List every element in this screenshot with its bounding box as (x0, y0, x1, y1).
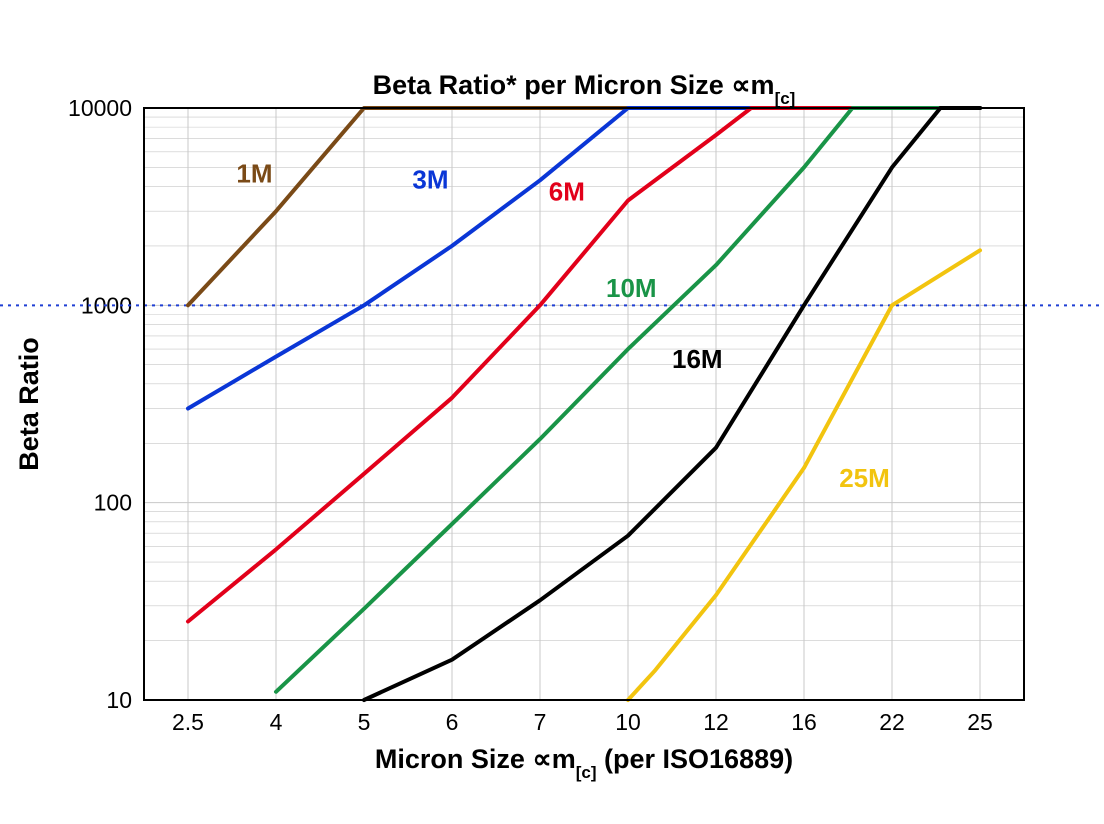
series-label-10M: 10M (606, 273, 657, 303)
y-tick-label: 100 (94, 490, 132, 516)
series-label-1M: 1M (236, 158, 272, 188)
x-tick-label: 6 (446, 709, 459, 735)
x-tick-label: 4 (270, 709, 283, 735)
x-tick-label: 25 (967, 709, 993, 735)
x-tick-label: 12 (703, 709, 729, 735)
x-tick-label: 16 (791, 709, 817, 735)
y-axis-label: Beta Ratio (14, 337, 44, 471)
series-label-3M: 3M (412, 165, 448, 195)
y-tick-label: 10000 (68, 95, 132, 121)
x-tick-label: 5 (358, 709, 371, 735)
y-tick-label: 10 (106, 687, 132, 713)
beta-ratio-chart: 2.545671012162225101001000100001M3M6M10M… (0, 0, 1104, 824)
series-label-25M: 25M (839, 463, 890, 493)
x-tick-label: 10 (615, 709, 641, 735)
x-tick-label: 22 (879, 709, 905, 735)
series-label-16M: 16M (672, 344, 723, 374)
series-label-6M: 6M (549, 176, 585, 206)
x-tick-label: 7 (534, 709, 547, 735)
x-tick-label: 2.5 (172, 709, 204, 735)
